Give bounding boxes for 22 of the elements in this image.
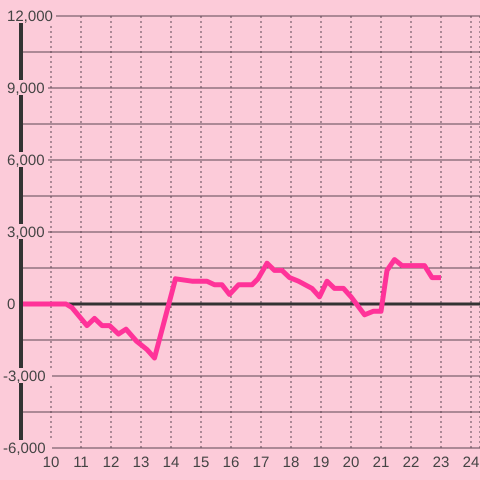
x-tick-label: 11 — [73, 454, 89, 471]
x-tick-label: 12 — [102, 454, 120, 471]
y-tick-label: -6,000 — [3, 440, 46, 457]
x-tick-label: 21 — [372, 454, 390, 471]
x-tick-label: 19 — [312, 454, 330, 471]
x-tick-label: 23 — [432, 454, 450, 471]
y-tick-label: 0 — [7, 296, 16, 313]
x-tick-label: 24 — [462, 454, 480, 471]
x-tick-label: 10 — [42, 454, 60, 471]
x-tick-label: 20 — [342, 454, 360, 471]
x-tick-label: 15 — [192, 454, 210, 471]
x-tick-label: 17 — [252, 454, 270, 471]
x-tick-label: 14 — [162, 454, 180, 471]
x-tick-label: 16 — [222, 454, 240, 471]
x-tick-label: 18 — [282, 454, 300, 471]
y-tick-label: 12,000 — [7, 8, 53, 25]
x-tick-label: 22 — [402, 454, 420, 471]
y-tick-label: 6,000 — [7, 152, 45, 169]
x-tick-label: 13 — [132, 454, 150, 471]
y-tick-label: -3,000 — [3, 368, 46, 385]
y-tick-label: 9,000 — [7, 80, 45, 97]
y-tick-label: 3,000 — [7, 224, 45, 241]
